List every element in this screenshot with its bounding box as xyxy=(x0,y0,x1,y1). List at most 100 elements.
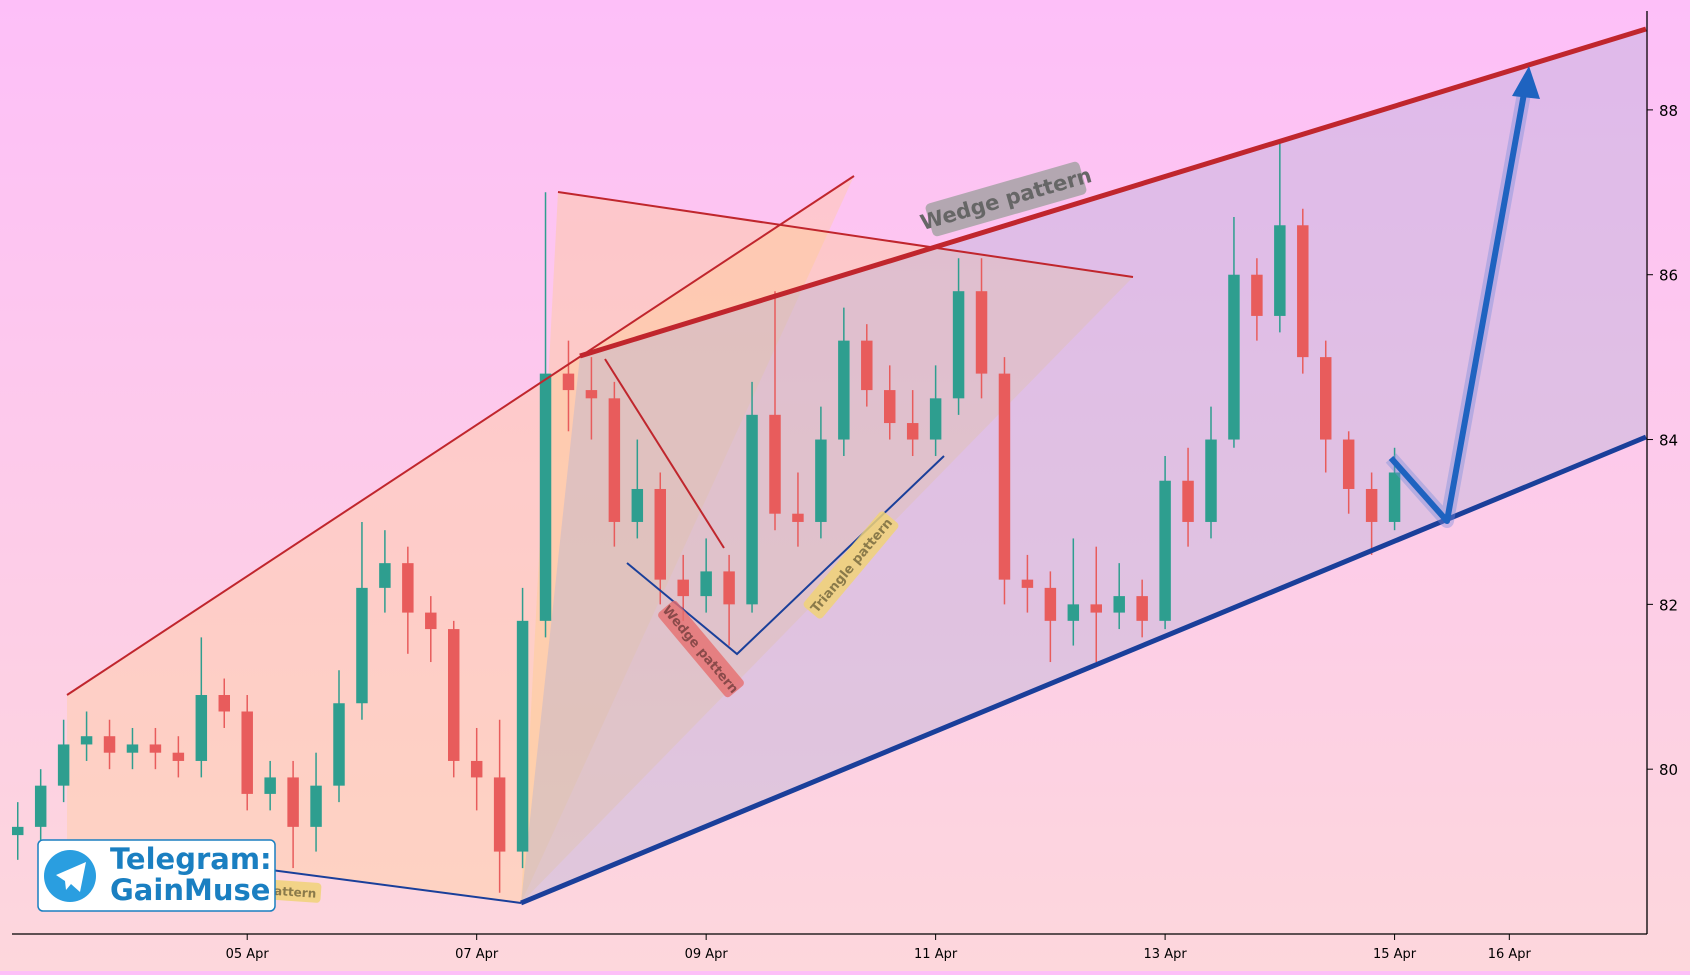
candle-body xyxy=(356,587,368,704)
y-tick-label: 80 xyxy=(1659,761,1678,779)
candle-body xyxy=(1090,604,1102,613)
candle-body xyxy=(769,414,781,514)
pattern-shapes xyxy=(67,29,1646,903)
wedge-fill xyxy=(67,176,854,903)
candle-body xyxy=(1274,225,1286,316)
candle-body xyxy=(723,571,735,605)
candle-body xyxy=(1044,587,1057,621)
candle-body xyxy=(952,291,965,399)
candle-body xyxy=(57,744,70,786)
candle-body xyxy=(838,340,850,440)
candle-body xyxy=(126,744,139,753)
candle-body xyxy=(425,612,437,630)
candle-body xyxy=(218,695,230,712)
candle-body xyxy=(539,373,552,621)
candle-body xyxy=(861,340,873,391)
candle-body xyxy=(631,488,644,522)
candle-body xyxy=(287,777,299,827)
candle-body xyxy=(1159,480,1171,621)
candle-body xyxy=(241,711,253,794)
candle-body xyxy=(1342,439,1355,489)
candle-body xyxy=(103,736,116,753)
candle-body xyxy=(1365,488,1378,522)
candle-body xyxy=(1297,225,1309,358)
candle-body xyxy=(493,777,506,852)
candle-body xyxy=(792,513,804,522)
y-tick-label: 84 xyxy=(1659,432,1678,450)
badge-title: Telegram: xyxy=(110,842,272,876)
candle-body xyxy=(1388,472,1401,522)
candle-body xyxy=(470,760,483,778)
candle-body xyxy=(1320,357,1332,440)
small-wedge-upper xyxy=(604,358,725,549)
y-tick-label: 82 xyxy=(1659,596,1678,614)
pattern-lines xyxy=(66,26,1647,906)
x-tick-label: 09 Apr xyxy=(685,947,729,962)
candle-body xyxy=(906,423,919,440)
telegram-badge: Telegram: GainMuse xyxy=(37,839,276,912)
candle-body xyxy=(700,571,712,597)
candle-body xyxy=(746,414,758,605)
channel-upper xyxy=(579,26,1647,359)
triangle-top xyxy=(557,191,1134,278)
label-box xyxy=(260,879,322,903)
badge-handle: GainMuse xyxy=(110,873,270,907)
candle-body xyxy=(929,398,942,440)
candle-body xyxy=(1228,274,1240,440)
candle-body xyxy=(333,703,345,786)
candle-body xyxy=(1021,579,1034,588)
candle-body xyxy=(12,826,24,836)
label-group: pattern xyxy=(260,879,322,903)
label-box xyxy=(803,511,899,619)
badge-box xyxy=(37,839,276,912)
candle-body xyxy=(379,563,391,588)
arrow-head xyxy=(1512,66,1540,99)
x-tick-label: 05 Apr xyxy=(226,947,270,962)
x-tick-label: 15 Apr xyxy=(1373,947,1417,962)
y-tick-label: 88 xyxy=(1659,102,1678,120)
candle-body xyxy=(80,736,93,745)
channel-fill xyxy=(521,29,1646,903)
candle-body xyxy=(264,777,276,794)
candle-body xyxy=(1113,596,1125,613)
forecast-arrow xyxy=(1388,87,1528,524)
y-tick-label: 86 xyxy=(1659,267,1678,285)
candle-body xyxy=(884,390,896,424)
candle-body xyxy=(149,744,162,753)
label-box xyxy=(658,600,744,698)
annotation-label: pattern xyxy=(265,883,317,901)
telegram-plane xyxy=(56,862,86,892)
candle-body xyxy=(998,373,1011,580)
x-tick-label: 16 Apr xyxy=(1488,947,1532,962)
candle-body xyxy=(516,620,529,852)
wedge-upper xyxy=(66,175,855,696)
candle-body xyxy=(402,563,414,613)
candle-body xyxy=(1182,480,1194,522)
candle-body xyxy=(975,291,988,374)
x-tick-label: 11 Apr xyxy=(914,947,958,962)
axes: 80 82 84 86 88 05 Apr 07 Apr 09 Apr 11 Apr 13 Apr… xyxy=(12,11,1678,962)
candle-body xyxy=(1067,604,1080,621)
candle-body xyxy=(172,752,185,761)
candle-body xyxy=(34,785,47,827)
label-box xyxy=(925,161,1087,237)
candle-body xyxy=(448,629,460,761)
candle-body xyxy=(654,488,666,580)
x-tick-label: 13 Apr xyxy=(1144,947,1188,962)
candles xyxy=(12,142,1401,893)
candle-body xyxy=(608,398,621,522)
candle-body xyxy=(310,785,322,827)
candle-body xyxy=(562,373,575,391)
x-tick-label: 07 Apr xyxy=(455,947,499,962)
candle-body xyxy=(677,579,689,597)
candle-body xyxy=(815,439,827,522)
candle-body xyxy=(195,695,208,761)
candle-body xyxy=(585,390,598,399)
candle-body xyxy=(1205,439,1217,522)
candle-body xyxy=(1136,596,1148,621)
candle-body xyxy=(1251,274,1263,316)
channel-lower xyxy=(520,434,1647,906)
